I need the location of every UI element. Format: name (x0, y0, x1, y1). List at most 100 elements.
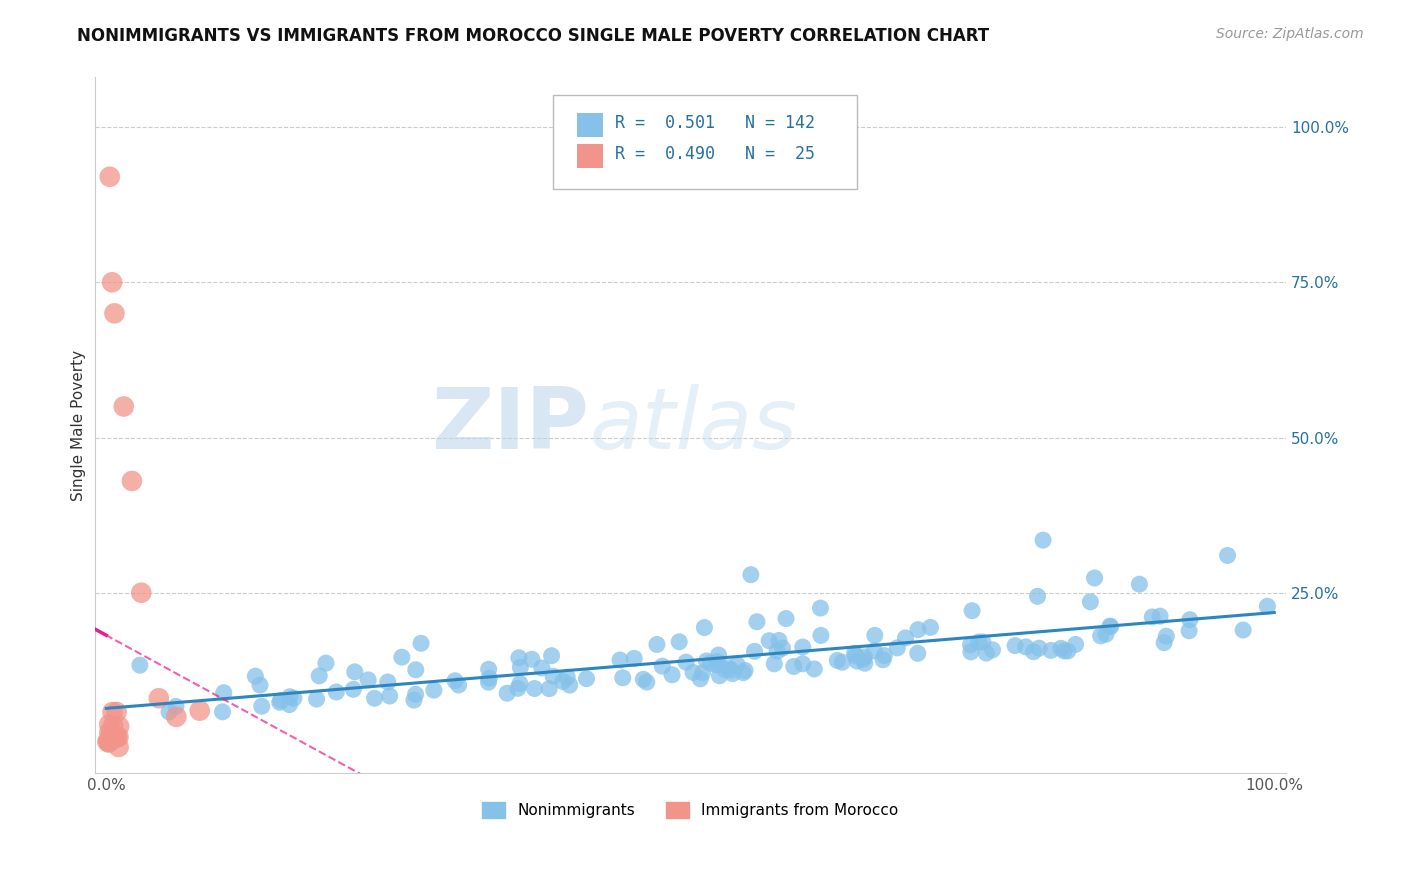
Point (541, 669, 564, 683)
Point (128, 658, 150, 673)
Point (1149, 609, 1171, 624)
Point (423, 683, 446, 698)
Point (245, 669, 267, 683)
Point (509, 660, 531, 674)
Point (165, 699, 187, 714)
Point (853, 649, 876, 664)
Point (97, 734, 120, 748)
Point (894, 631, 917, 645)
Point (852, 652, 875, 666)
Point (1053, 644, 1076, 658)
Point (651, 659, 673, 673)
Point (98, 725, 121, 739)
Point (668, 634, 690, 648)
Point (1028, 641, 1050, 656)
Point (315, 656, 337, 670)
Point (1256, 599, 1278, 614)
Point (699, 657, 721, 671)
Point (740, 567, 762, 582)
Point (1056, 644, 1078, 658)
Point (1083, 571, 1105, 585)
Point (695, 654, 717, 668)
Point (478, 671, 501, 685)
Point (803, 662, 825, 676)
Point (846, 654, 869, 668)
Point (530, 661, 553, 675)
Point (717, 661, 740, 675)
Point (212, 686, 235, 700)
Point (873, 648, 896, 663)
Point (907, 623, 929, 637)
Point (343, 665, 366, 679)
Point (1026, 590, 1049, 604)
Point (555, 670, 578, 684)
Point (100, 729, 122, 743)
Point (148, 691, 170, 706)
Point (520, 652, 543, 666)
Point (506, 681, 529, 696)
Point (713, 663, 735, 677)
Point (633, 673, 655, 687)
Point (249, 678, 271, 692)
Point (733, 665, 755, 680)
Point (496, 686, 519, 700)
Point (104, 731, 127, 745)
FancyBboxPatch shape (576, 113, 603, 136)
Point (768, 633, 790, 648)
Point (744, 644, 766, 658)
Point (675, 655, 697, 669)
Point (269, 695, 291, 709)
Text: Source: ZipAtlas.com: Source: ZipAtlas.com (1216, 27, 1364, 41)
Point (1080, 595, 1102, 609)
Point (98, 717, 121, 731)
Point (1015, 640, 1038, 654)
Point (391, 650, 413, 665)
Point (211, 705, 233, 719)
Point (766, 644, 789, 658)
Point (1032, 533, 1054, 548)
Point (129, 585, 152, 599)
Point (121, 474, 143, 488)
Point (1090, 629, 1112, 643)
Point (103, 306, 125, 320)
Point (509, 676, 531, 690)
Point (844, 648, 866, 663)
Point (325, 685, 347, 699)
Point (709, 669, 731, 683)
Point (693, 621, 716, 635)
Point (165, 710, 187, 724)
Point (645, 638, 668, 652)
Point (377, 675, 399, 690)
Point (538, 681, 561, 696)
Point (974, 646, 997, 660)
Point (959, 638, 981, 652)
Point (188, 704, 211, 718)
Point (682, 665, 704, 680)
Point (107, 739, 129, 754)
Point (636, 675, 658, 690)
Point (305, 692, 328, 706)
Point (98, 169, 121, 184)
Point (405, 687, 427, 701)
Point (278, 690, 301, 704)
Point (551, 674, 574, 689)
Point (250, 699, 273, 714)
Point (907, 646, 929, 660)
Point (378, 689, 401, 703)
Point (863, 644, 886, 658)
Y-axis label: Single Male Poverty: Single Male Poverty (72, 350, 86, 500)
Point (98, 733, 121, 747)
Point (844, 646, 866, 660)
Text: R =  0.490   N =  25: R = 0.490 N = 25 (616, 145, 815, 163)
Point (1232, 623, 1254, 637)
Legend: Nonimmigrants, Immigrants from Morocco: Nonimmigrants, Immigrants from Morocco (477, 796, 904, 824)
Point (886, 640, 908, 655)
Point (810, 601, 832, 615)
Point (97, 735, 120, 749)
Point (1153, 635, 1175, 649)
Point (278, 698, 301, 712)
Point (1142, 610, 1164, 624)
Text: NONIMMIGRANTS VS IMMIGRANTS FROM MOROCCO SINGLE MALE POVERTY CORRELATION CHART: NONIMMIGRANTS VS IMMIGRANTS FROM MOROCCO… (77, 27, 990, 45)
Point (1022, 645, 1045, 659)
Point (270, 693, 292, 707)
